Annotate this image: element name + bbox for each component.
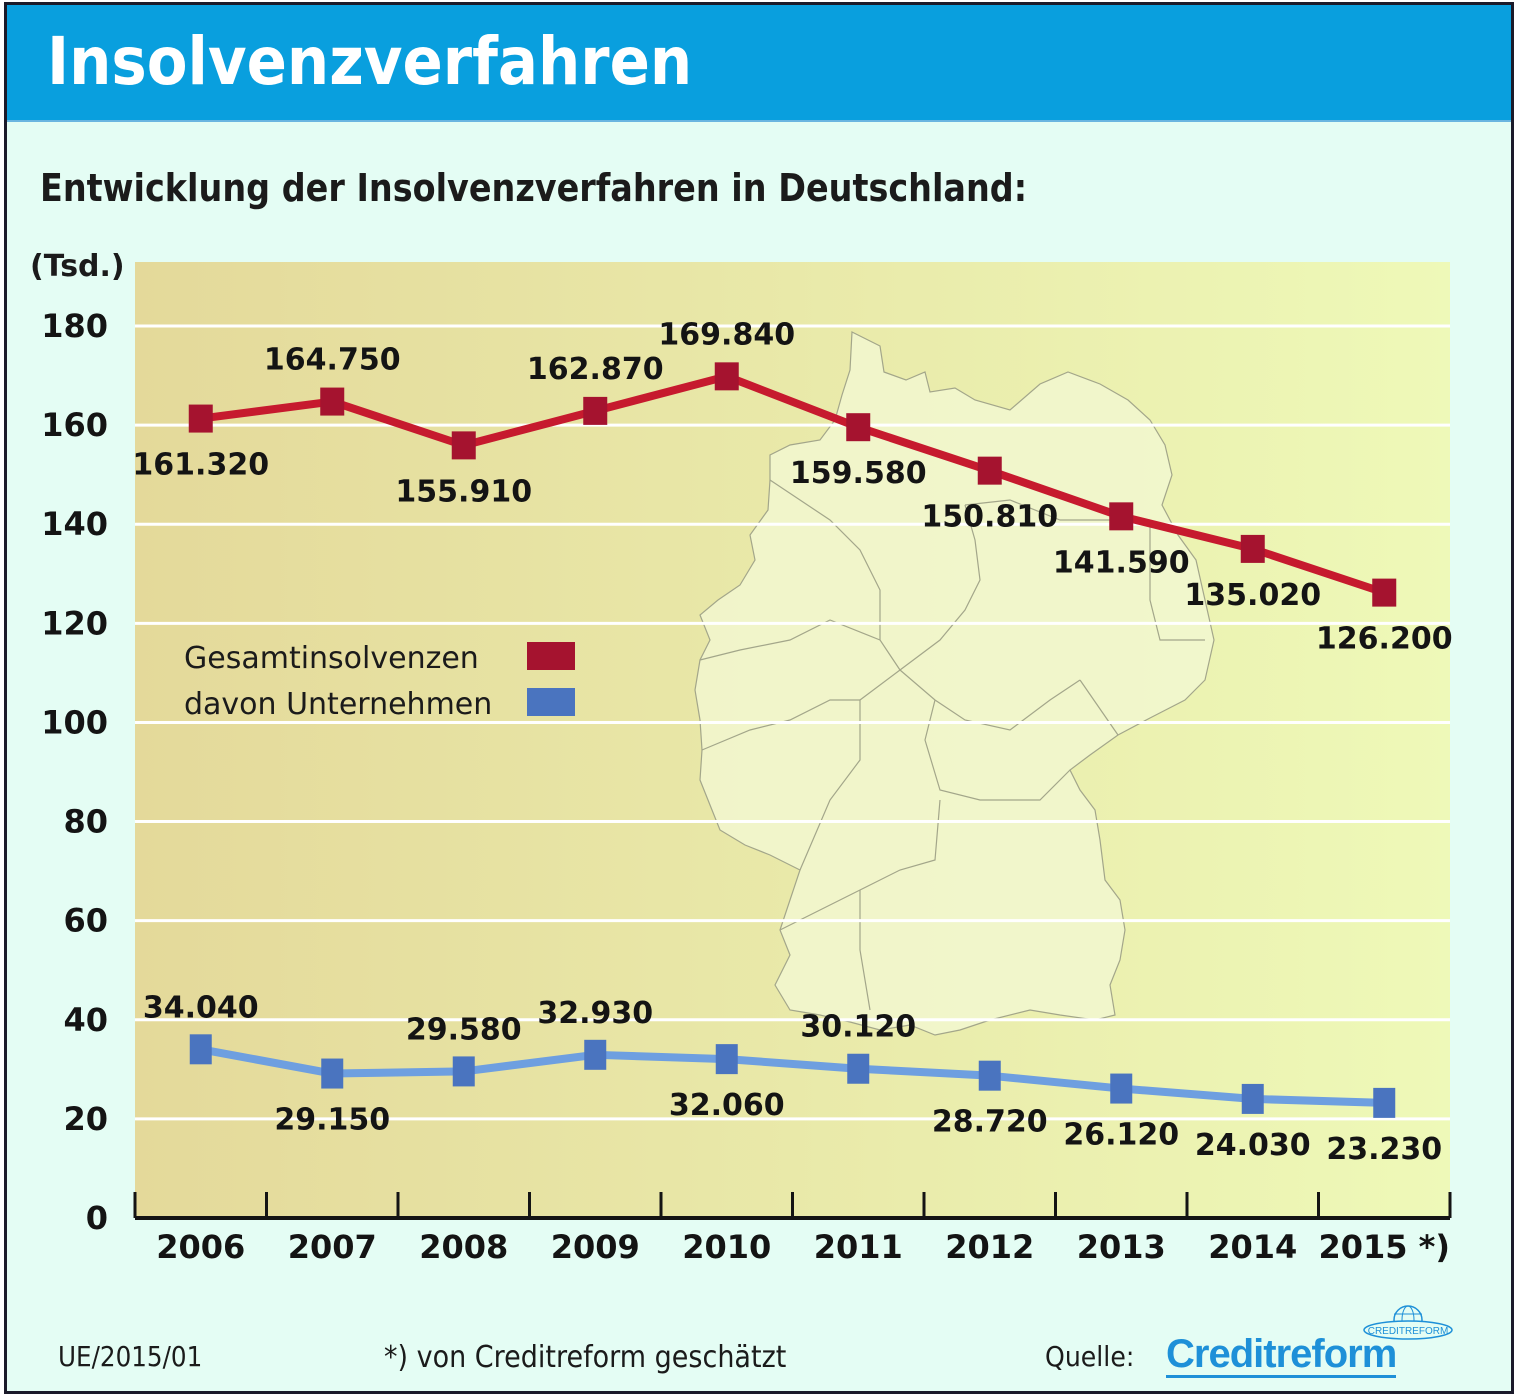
x-tick-label: 2008 <box>419 1228 508 1266</box>
series-line-total <box>200 372 1386 597</box>
x-tick-label: 2007 <box>288 1228 377 1266</box>
y-tick-label: 40 <box>63 1001 108 1039</box>
germany-map <box>694 331 1215 1036</box>
data-point-marker <box>1372 578 1397 607</box>
data-label: 23.230 <box>1326 1132 1442 1167</box>
data-point-marker <box>1109 502 1134 531</box>
data-label: 155.910 <box>395 474 532 509</box>
data-point-marker <box>847 1053 870 1084</box>
data-point-marker <box>189 1034 212 1065</box>
data-point-marker <box>583 396 608 425</box>
globe-emblem-text: CREDITREFORM <box>1368 1326 1449 1337</box>
y-axis: 0 20 40 60 80 100 120 140 160 180 <box>41 307 108 1237</box>
data-label: 26.120 <box>1063 1118 1179 1153</box>
data-point-marker <box>714 362 739 391</box>
data-point-marker <box>452 1056 475 1087</box>
data-point-marker <box>321 1058 344 1089</box>
header-banner: Insolvenzverfahren <box>7 5 1511 122</box>
state-border <box>799 700 861 871</box>
state-border <box>699 619 881 661</box>
y-tick-label: 120 <box>41 604 108 642</box>
x-tick-label: 2012 <box>945 1228 1034 1266</box>
data-point-marker <box>715 1044 738 1075</box>
footnote: *) von Creditreform geschätzt <box>384 1340 787 1375</box>
source-label: Quelle: <box>1045 1340 1135 1373</box>
x-tick-label: 2010 <box>682 1228 771 1266</box>
y-tick-label: 100 <box>41 703 108 741</box>
data-label: 29.150 <box>274 1103 390 1138</box>
data-label: 126.200 <box>1316 622 1453 657</box>
data-label: 162.870 <box>527 352 664 387</box>
y-tick-label: 160 <box>41 406 108 444</box>
data-point-marker <box>451 431 476 460</box>
chart-code: UE/2015/01 <box>58 1340 203 1373</box>
series-line-companies <box>200 1045 1385 1107</box>
data-point-marker <box>188 404 213 433</box>
data-point-marker <box>978 1060 1001 1091</box>
germany-outline <box>694 331 1215 1036</box>
x-tick-label: 2014 <box>1208 1228 1297 1266</box>
data-label: 164.750 <box>264 343 401 378</box>
legend: Gesamtinsolvenzen davon Unternehmen <box>184 641 575 722</box>
data-point-marker <box>584 1039 607 1070</box>
data-point-marker <box>1241 1083 1264 1114</box>
data-label: 161.320 <box>132 448 269 483</box>
series <box>188 362 1397 1118</box>
data-point-marker <box>320 387 345 416</box>
y-tick-label: 20 <box>63 1100 108 1138</box>
state-border <box>924 699 1071 801</box>
state-border <box>899 669 1081 731</box>
data-label: 34.040 <box>143 990 259 1025</box>
data-point-marker <box>1240 534 1265 563</box>
chart-subtitle: Entwicklung der Insolvenzverfahren in De… <box>40 166 1028 210</box>
state-border <box>859 890 871 1011</box>
state-border <box>1149 520 1205 641</box>
header-title: Insolvenzverfahren <box>47 23 693 100</box>
data-label: 28.720 <box>932 1105 1048 1140</box>
data-label: 150.810 <box>921 500 1058 535</box>
gridlines <box>135 324 1450 1121</box>
x-tick-label: 2011 <box>814 1228 903 1266</box>
y-tick-label: 140 <box>41 505 108 543</box>
y-axis-unit-label: (Tsd.) <box>30 249 125 284</box>
x-tick-label: 2013 <box>1077 1228 1166 1266</box>
state-border <box>779 799 941 931</box>
data-label: 32.930 <box>537 996 653 1031</box>
legend-label: davon Unternehmen <box>184 687 492 722</box>
data-label: 141.590 <box>1053 545 1190 580</box>
data-label: 30.120 <box>800 1010 916 1045</box>
y-tick-label: 60 <box>63 902 108 940</box>
data-label: 135.020 <box>1184 578 1321 613</box>
data-label: 169.840 <box>658 317 795 352</box>
creditreform-globe-icon: CREDITREFORM <box>1363 1305 1453 1340</box>
y-tick-label: 0 <box>86 1199 108 1237</box>
data-label: 32.060 <box>669 1088 785 1123</box>
data-point-marker <box>1110 1073 1133 1104</box>
x-tick-label: 2015 *) <box>1318 1228 1450 1266</box>
data-label: 159.580 <box>790 456 927 491</box>
data-point-marker <box>846 413 871 442</box>
data-label: 24.030 <box>1195 1128 1311 1163</box>
state-border <box>1079 679 1119 736</box>
legend-swatch <box>527 642 575 670</box>
state-border <box>701 699 860 751</box>
data-point-marker <box>1373 1087 1396 1118</box>
legend-label: Gesamtinsolvenzen <box>184 641 479 676</box>
creditreform-logo: Creditreform <box>1166 1332 1397 1378</box>
x-axis: 2006 2007 2008 2009 2010 2011 2012 2013 2014 2015… <box>133 1192 1452 1266</box>
data-point-marker <box>977 456 1002 485</box>
x-tick-label: 2009 <box>551 1228 640 1266</box>
y-tick-label: 180 <box>41 307 108 345</box>
x-tick-label: 2006 <box>156 1228 245 1266</box>
data-label: 29.580 <box>406 1012 522 1047</box>
legend-swatch <box>527 688 575 716</box>
y-tick-label: 80 <box>63 803 108 841</box>
